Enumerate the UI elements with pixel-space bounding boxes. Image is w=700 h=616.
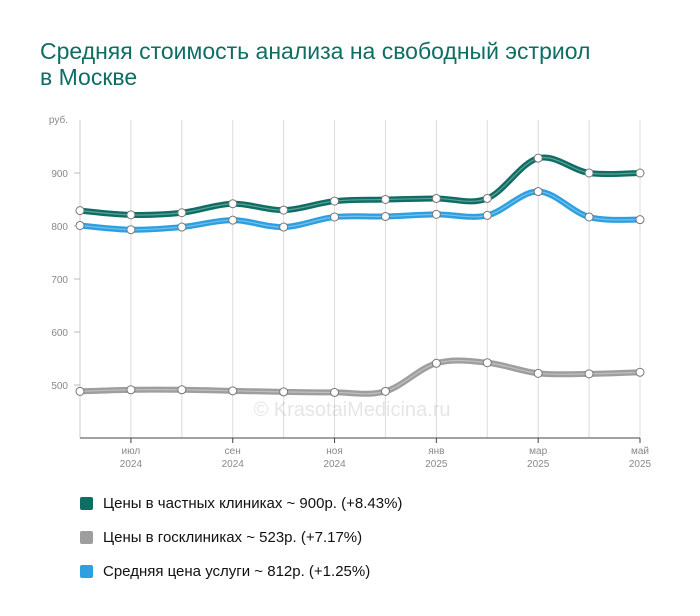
data-point	[482, 193, 492, 203]
data-point	[584, 168, 594, 178]
legend-swatch	[80, 564, 93, 578]
x-tick-label-year: 2024	[323, 459, 346, 470]
data-point	[75, 386, 85, 396]
x-tick-label-month: мар	[529, 446, 547, 457]
data-point	[330, 212, 340, 222]
data-point	[228, 386, 238, 396]
y-tick-label: 600	[51, 328, 68, 339]
y-tick-label: 900	[51, 169, 68, 180]
data-point	[380, 195, 390, 204]
x-tick-label-year: 2024	[222, 459, 245, 470]
data-point	[177, 222, 187, 232]
legend-item: Цены в частных клиниках ~ 900р. (+8.43%)	[80, 486, 402, 520]
data-point	[279, 387, 289, 397]
y-tick-label: 700	[51, 275, 68, 286]
data-point	[279, 205, 289, 215]
data-point	[228, 199, 238, 209]
legend-swatch	[80, 496, 93, 510]
legend-label: Цены в госклиниках ~ 523р. (+7.17%)	[103, 528, 363, 546]
x-tick-label-month: янв	[428, 446, 444, 457]
data-point	[177, 385, 187, 395]
x-tick-label-year: 2025	[425, 459, 448, 470]
x-tick-label-month: май	[631, 446, 649, 457]
data-point	[482, 210, 492, 220]
data-point	[177, 208, 187, 218]
y-axis-unit-label: руб.	[49, 114, 68, 126]
data-point	[75, 206, 85, 216]
x-tick-label-month: июл	[122, 446, 141, 457]
chart-title: Средняя стоимость анализа на свободный э…	[40, 38, 591, 90]
data-point	[330, 196, 340, 206]
data-point	[431, 358, 441, 368]
legend-item: Средняя цена услуги ~ 812р. (+1.25%)	[80, 554, 402, 588]
x-tick-label-year: 2025	[629, 459, 652, 470]
data-point	[635, 168, 645, 178]
series-2	[75, 187, 645, 235]
legend-swatch	[80, 530, 93, 544]
data-point	[380, 386, 390, 396]
series-line	[77, 357, 643, 397]
watermark: © KrasotaiMedicina.ru	[253, 399, 450, 421]
data-point	[635, 215, 645, 225]
data-point	[584, 212, 594, 222]
data-point	[431, 193, 441, 203]
data-point	[431, 209, 441, 219]
data-point	[126, 210, 136, 220]
data-point	[228, 215, 238, 225]
data-point	[635, 367, 645, 377]
series-line-highlight	[79, 156, 641, 216]
y-tick-label: 500	[51, 381, 68, 392]
data-point	[126, 225, 136, 235]
data-point	[533, 187, 543, 197]
x-tick-label-year: 2024	[120, 459, 143, 470]
y-tick-label: 800	[51, 222, 68, 233]
x-tick-label-year: 2025	[527, 459, 550, 470]
series-0	[75, 153, 645, 220]
x-tick-label-month: сен	[225, 446, 241, 457]
data-point	[380, 211, 390, 221]
series-1	[75, 357, 645, 397]
data-point	[533, 153, 543, 163]
legend-label: Средняя цена услуги ~ 812р. (+1.25%)	[103, 562, 371, 580]
legend: Цены в частных клиниках ~ 900р. (+8.43%)…	[80, 486, 402, 588]
data-point	[584, 369, 594, 379]
data-point	[75, 220, 85, 230]
data-point	[126, 385, 136, 395]
series-line	[77, 154, 643, 218]
data-point	[279, 222, 289, 232]
data-point	[330, 387, 340, 397]
legend-label: Цены в частных клиниках ~ 900р. (+8.43%)	[103, 494, 403, 512]
x-tick-label-month: ноя	[326, 446, 343, 457]
legend-item: Цены в госклиниках ~ 523р. (+7.17%)	[80, 520, 402, 554]
data-point	[533, 368, 543, 378]
data-point	[482, 358, 492, 368]
